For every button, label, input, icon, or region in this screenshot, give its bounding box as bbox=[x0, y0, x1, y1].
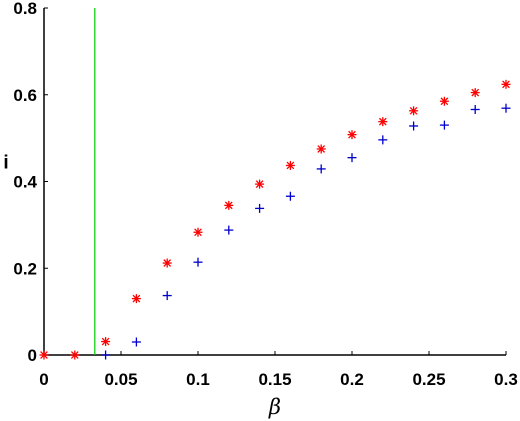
asterisk-marker bbox=[316, 144, 326, 154]
x-tick-label: 0 bbox=[39, 370, 48, 389]
plus-marker bbox=[101, 350, 111, 360]
y-tick-label: 0 bbox=[28, 346, 37, 365]
axes bbox=[43, 8, 506, 356]
plus-marker bbox=[409, 121, 419, 131]
plus-marker bbox=[193, 257, 203, 267]
asterisk-marker bbox=[470, 88, 480, 98]
asterisk-marker bbox=[224, 200, 234, 210]
data-markers bbox=[39, 79, 511, 360]
plus-marker bbox=[255, 203, 265, 213]
x-tick-label: 0.3 bbox=[494, 370, 518, 389]
x-ticks: 0 0.05 0.1 0.15 0.2 0.25 0.3 bbox=[39, 351, 518, 389]
asterisk-marker bbox=[255, 179, 265, 189]
asterisk-marker bbox=[347, 130, 357, 140]
plus-marker bbox=[501, 103, 511, 113]
y-axis-label: i bbox=[3, 152, 8, 173]
x-axis-label: β bbox=[268, 395, 281, 419]
asterisk-marker bbox=[285, 160, 295, 170]
y-tick-label: 0.8 bbox=[13, 0, 37, 18]
y-ticks: 0 0.2 0.4 0.6 0.8 bbox=[13, 0, 48, 365]
plus-marker bbox=[224, 225, 234, 235]
asterisk-marker bbox=[409, 106, 419, 116]
asterisk-marker bbox=[193, 227, 203, 237]
plus-marker bbox=[131, 337, 141, 347]
y-tick-label: 0.2 bbox=[13, 259, 37, 278]
plus-marker bbox=[439, 120, 449, 130]
asterisk-marker bbox=[101, 337, 111, 347]
asterisk-marker bbox=[439, 96, 449, 106]
y-tick-label: 0.6 bbox=[13, 86, 37, 105]
asterisk-marker bbox=[70, 350, 80, 360]
x-tick-label: 0.05 bbox=[104, 370, 137, 389]
x-tick-label: 0.2 bbox=[340, 370, 364, 389]
plus-marker bbox=[378, 135, 388, 145]
plus-marker bbox=[347, 153, 357, 163]
plus-marker bbox=[162, 291, 172, 301]
asterisk-marker bbox=[131, 294, 141, 304]
asterisk-marker bbox=[378, 117, 388, 127]
asterisk-marker bbox=[501, 79, 511, 89]
plus-marker bbox=[316, 164, 326, 174]
x-tick-label: 0.15 bbox=[258, 370, 291, 389]
asterisk-marker bbox=[162, 258, 172, 268]
plus-marker bbox=[470, 104, 480, 114]
asterisk-marker bbox=[39, 350, 49, 360]
plus-marker bbox=[285, 191, 295, 201]
x-tick-label: 0.25 bbox=[412, 370, 445, 389]
y-tick-label: 0.4 bbox=[13, 173, 37, 192]
x-tick-label: 0.1 bbox=[186, 370, 210, 389]
